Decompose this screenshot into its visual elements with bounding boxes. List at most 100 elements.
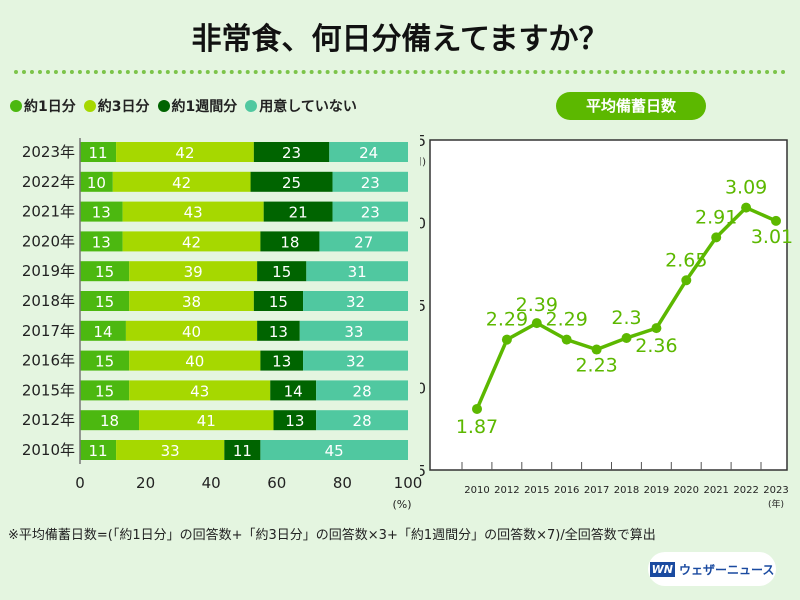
- bar-value-label: 33: [344, 323, 363, 341]
- bar-value-label: 28: [353, 412, 372, 430]
- page-title: 非常食、何日分備えてますか？: [191, 22, 609, 57]
- x-axis-label: (%): [392, 498, 411, 511]
- bar-segment: [332, 201, 408, 222]
- bar-segment: [319, 231, 408, 252]
- bar-segment: [80, 201, 123, 222]
- bar-value-label: 23: [282, 144, 301, 162]
- data-point: [591, 344, 602, 355]
- bar-value-label: 11: [88, 442, 107, 460]
- bar-value-label: 32: [346, 353, 365, 371]
- bar-segment: [125, 320, 258, 341]
- bar-value-label: 24: [359, 144, 378, 162]
- legend-dot-icon: [83, 100, 96, 112]
- category-label: 2023年: [22, 143, 75, 161]
- category-label: 2019年: [22, 262, 75, 280]
- data-point: [681, 275, 692, 286]
- bar-segment: [316, 380, 408, 401]
- bar-value-label: 18: [100, 412, 119, 430]
- bar-segment: [303, 350, 408, 371]
- bar-segment: [129, 350, 261, 371]
- data-label: 2.3: [611, 307, 641, 329]
- bar-value-label: 38: [182, 293, 201, 311]
- category-label: 2021年: [22, 203, 75, 221]
- legend-item: 用意していない: [245, 96, 357, 116]
- bar-value-label: 43: [184, 204, 203, 222]
- bar-value-label: 27: [354, 233, 373, 251]
- bar-value-label: 23: [361, 204, 380, 222]
- bar-segment: [80, 231, 123, 252]
- data-label: 3.09: [725, 177, 767, 199]
- bar-segment: [80, 350, 130, 371]
- category-label: 2020年: [22, 232, 75, 250]
- data-label: 2.29: [546, 309, 588, 331]
- bar-value-label: 25: [282, 174, 301, 192]
- bar-segment: [80, 410, 140, 431]
- bar-value-label: 14: [284, 382, 303, 400]
- legend-label: 約1週間分: [171, 99, 238, 115]
- data-point: [621, 333, 632, 343]
- weathernews-logo: WN ウェザーニュース: [648, 552, 776, 586]
- bar-segment: [316, 410, 408, 431]
- bar-segment: [257, 261, 307, 282]
- bar-value-label: 10: [87, 174, 106, 192]
- bar-segment: [80, 291, 130, 311]
- x-tick-label: 40: [202, 474, 221, 492]
- y-tick-label: 2.5: [420, 297, 426, 315]
- bar-value-label: 11: [233, 442, 252, 460]
- bar-segment: [139, 410, 274, 431]
- bar-segment: [260, 350, 304, 371]
- bar-value-label: 42: [172, 174, 191, 192]
- legend-label: 約3日分: [97, 99, 150, 115]
- legend-label: 用意していない: [259, 99, 357, 115]
- x-tick-label: 2020: [674, 485, 699, 496]
- category-label: 2018年: [22, 292, 75, 310]
- x-tick-label: 2016: [554, 485, 579, 496]
- data-point: [711, 232, 722, 243]
- x-tick-label: 80: [333, 474, 352, 492]
- bar-value-label: 13: [272, 353, 291, 371]
- bar-value-label: 13: [269, 323, 288, 341]
- data-label: 2.29: [486, 309, 528, 331]
- bar-segment: [122, 201, 264, 222]
- category-label: 2016年: [22, 352, 75, 370]
- bar-segment: [260, 231, 320, 252]
- bar-segment: [257, 320, 300, 341]
- bar-segment: [253, 142, 330, 162]
- bar-segment: [129, 261, 258, 282]
- bar-value-label: 15: [272, 263, 291, 281]
- legend-dot-icon: [157, 100, 170, 112]
- bar-value-label: 41: [197, 412, 216, 430]
- bar-segment: [224, 440, 261, 460]
- legend-item: 約1日分: [10, 96, 76, 116]
- x-tick-label: 0: [75, 474, 85, 492]
- plot-area: [429, 139, 788, 471]
- x-axis-label: (年): [768, 498, 784, 510]
- bar-segment: [80, 440, 117, 460]
- data-point: [651, 323, 662, 334]
- bar-segment: [250, 171, 333, 192]
- x-tick-label: 100: [394, 474, 423, 492]
- legend-item: 約1週間分: [157, 96, 238, 116]
- bar-value-label: 21: [289, 204, 308, 222]
- y-tick-label: 3.5: [420, 132, 426, 150]
- bar-value-label: 14: [93, 323, 112, 341]
- data-point: [561, 334, 572, 345]
- bar-segment: [260, 440, 408, 460]
- bar-value-label: 23: [361, 174, 380, 192]
- x-tick-label: 2015: [524, 485, 549, 496]
- bar-value-label: 28: [353, 382, 372, 400]
- category-label: 2017年: [22, 322, 75, 340]
- category-label: 2012年: [22, 411, 75, 429]
- x-tick-label: 2010: [464, 485, 489, 496]
- bar-value-label: 43: [190, 382, 209, 400]
- bar-value-label: 18: [280, 233, 299, 251]
- x-tick-label: 20: [136, 474, 155, 492]
- bar-value-label: 11: [88, 144, 107, 162]
- bar-value-label: 13: [92, 204, 111, 222]
- bar-value-label: 39: [184, 263, 203, 281]
- bar-value-label: 15: [95, 263, 114, 281]
- bar-segment: [253, 291, 304, 311]
- data-label: 3.01: [751, 226, 793, 248]
- bar-segment: [80, 261, 130, 282]
- data-label: 2.36: [635, 335, 677, 357]
